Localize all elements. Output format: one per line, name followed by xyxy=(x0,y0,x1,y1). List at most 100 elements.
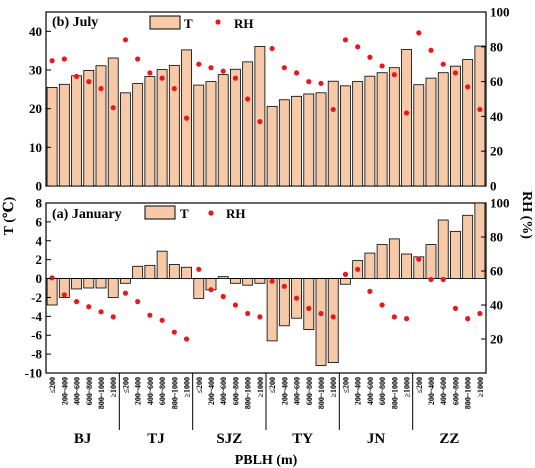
july-left-tick-label: 10 xyxy=(29,140,42,155)
january-rh-point xyxy=(318,310,324,317)
january-rh-point xyxy=(306,305,312,311)
january-legend-rh-label: RH xyxy=(226,206,246,221)
july-plot-frame xyxy=(45,11,487,187)
july-legend: T RH xyxy=(149,15,254,31)
july-rh-point xyxy=(257,119,263,125)
july-left-tick-label: 40 xyxy=(29,24,42,39)
january-left-tick-label: 2 xyxy=(36,252,43,267)
x-tick-label-pblh-bin: 800~1000 xyxy=(317,377,326,409)
july-rh-point xyxy=(269,45,275,52)
x-tick-label-pblh-bin: ≤200 xyxy=(48,377,57,393)
x-tick-label-pblh-bin: 200~400 xyxy=(354,377,363,405)
january-rh-point xyxy=(86,304,92,310)
july-right-tick-label: 60 xyxy=(490,74,503,89)
x-tick-label-pblh-bin: 800~1000 xyxy=(170,377,179,409)
january-y-axis-left: -10 -8 -6 -4 -2 0 2 4 6 8 xyxy=(25,196,51,381)
january-rh-point xyxy=(391,314,397,320)
x-tick-label-pblh-bin: ≥1000 xyxy=(403,377,412,397)
january-right-y-axis-title: RH (%) xyxy=(519,191,534,239)
x-tick-label-pblh-bin: ≥1000 xyxy=(476,377,485,397)
january-left-tick-label: -8 xyxy=(31,347,42,362)
january-bar-t xyxy=(340,278,351,285)
january-bar-t xyxy=(474,202,486,279)
x-tick-label-pblh-bin: ≥1000 xyxy=(256,377,265,397)
july-rh-point xyxy=(98,85,104,92)
january-rh-point xyxy=(135,299,141,305)
january-bar-t xyxy=(193,278,205,299)
july-bar-t xyxy=(71,75,82,187)
july-legend-rh-label: RH xyxy=(234,16,254,31)
july-bar-t xyxy=(437,72,449,187)
july-rh-point xyxy=(281,65,287,71)
july-rh-point xyxy=(391,72,397,78)
january-right-tick-label: 60 xyxy=(490,264,503,279)
january-bar-t xyxy=(425,244,437,279)
x-tick-label-pblh-bin: 200~400 xyxy=(134,377,143,405)
city-label: TJ xyxy=(147,431,165,447)
july-bar-t xyxy=(401,49,412,187)
january-right-tick-label: 40 xyxy=(490,298,503,313)
january-bar-t xyxy=(303,278,315,330)
july-bar-t xyxy=(254,46,266,187)
january-legend: T RH xyxy=(144,205,246,221)
january-panel: -10 -8 -6 -4 -2 0 2 4 6 8 20 40 60 80 100 (a) January… xyxy=(25,191,534,380)
july-bar-t xyxy=(217,74,229,187)
x-tick-label-pblh-bin: 800~1000 xyxy=(390,377,399,409)
x-tick-label-pblh-bin: 400~600 xyxy=(146,377,155,405)
july-bar-t xyxy=(413,84,425,187)
july-rh-point xyxy=(232,75,239,81)
january-rh-point xyxy=(220,293,226,300)
x-tick-label-pblh-bin: 400~600 xyxy=(293,377,302,405)
january-bar-t xyxy=(168,263,180,279)
july-rh-point xyxy=(440,61,446,67)
january-right-tick-label: 80 xyxy=(490,230,503,245)
x-tick-label-pblh-bin: 200~400 xyxy=(280,377,289,405)
x-tick-label-pblh-bin: ≤200 xyxy=(341,377,350,393)
july-bar-t xyxy=(340,85,351,187)
january-rh-point xyxy=(440,276,446,283)
january-bar-t xyxy=(266,278,278,342)
x-tick-label-pblh-bin: ≤200 xyxy=(195,377,204,393)
january-right-tick-label: 100 xyxy=(490,196,510,211)
x-tick-label-pblh-bin: 600~800 xyxy=(85,377,94,405)
x-tick-label-pblh-bin: 200~400 xyxy=(207,377,216,405)
city-label: BJ xyxy=(74,431,92,447)
january-rh-point xyxy=(232,302,239,308)
city-label: JN xyxy=(367,431,386,447)
july-rh-point xyxy=(61,56,67,62)
january-bar-t xyxy=(462,214,474,279)
july-right-tick-label: 0 xyxy=(490,179,497,194)
x-tick-label-pblh-bin: 400~600 xyxy=(73,377,82,405)
x-tick-label-pblh-bin: ≤200 xyxy=(415,377,424,393)
january-bar-t xyxy=(376,244,388,279)
x-tick-label-pblh-bin: 200~400 xyxy=(60,377,69,405)
january-rh-point xyxy=(403,316,410,322)
july-y-axis-title: T (℃) xyxy=(2,196,17,235)
july-bar-t xyxy=(315,92,327,187)
july-rh-point xyxy=(355,44,361,50)
july-bar-t xyxy=(266,105,278,187)
x-tick-label-pblh-bin: 200~400 xyxy=(427,377,436,405)
january-rh-point xyxy=(73,299,80,305)
january-legend-bar-label: T xyxy=(180,206,189,221)
july-bar-t xyxy=(46,87,58,187)
july-rh-point xyxy=(220,68,226,74)
july-bar-t xyxy=(95,65,107,187)
january-rh-markers xyxy=(49,256,483,342)
city-label: SJZ xyxy=(216,431,242,447)
july-bar-t xyxy=(462,59,474,187)
january-left-tick-label: 6 xyxy=(36,214,43,229)
july-rh-point xyxy=(403,110,410,116)
january-rh-point xyxy=(477,310,483,317)
july-rh-point xyxy=(379,63,385,69)
july-right-tick-label: 40 xyxy=(490,109,503,124)
july-rh-point xyxy=(330,106,336,113)
july-bar-t xyxy=(230,68,241,187)
july-bar-t xyxy=(364,75,376,187)
january-rh-point xyxy=(171,329,177,335)
july-rh-point xyxy=(73,73,80,79)
january-bar-t xyxy=(388,238,400,279)
january-rh-point xyxy=(159,317,165,323)
january-bar-t xyxy=(315,278,327,366)
x-tick-label-pblh-bin: 600~800 xyxy=(158,377,167,405)
